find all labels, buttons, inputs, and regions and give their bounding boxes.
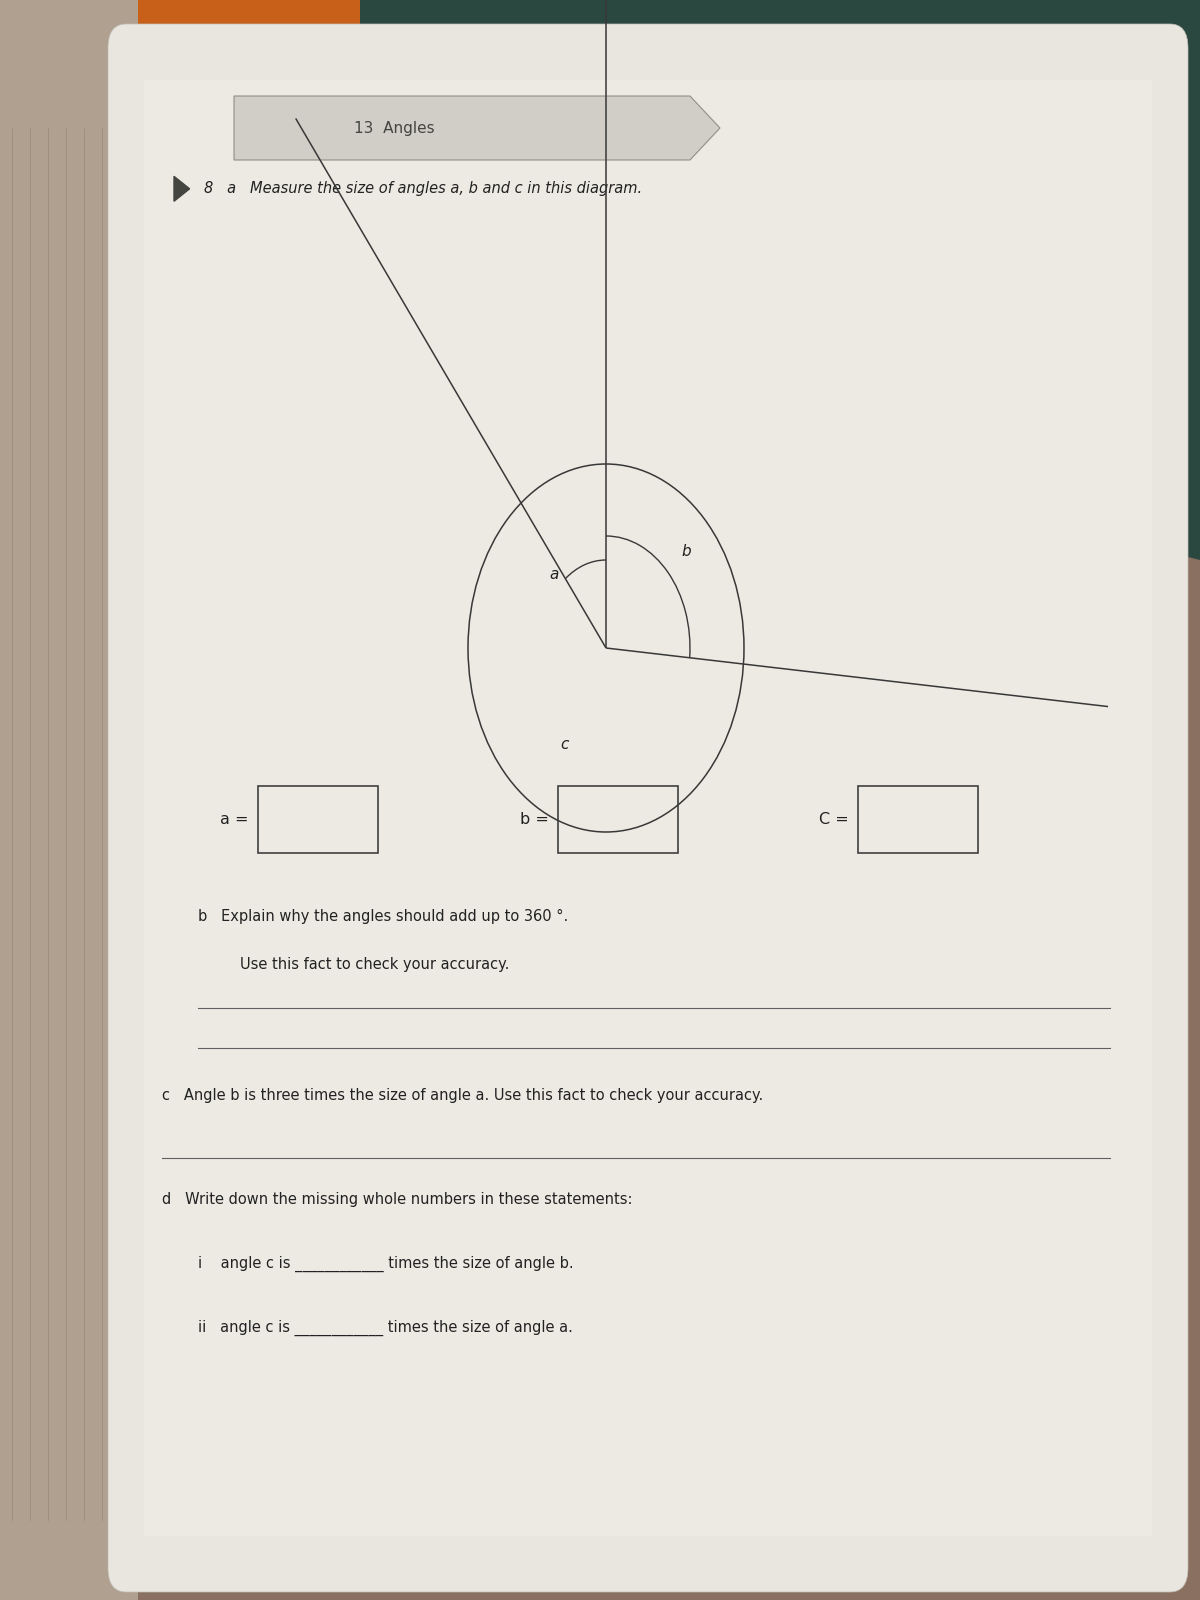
FancyBboxPatch shape bbox=[108, 24, 1188, 1592]
Text: Use this fact to check your accuracy.: Use this fact to check your accuracy. bbox=[240, 957, 509, 971]
Bar bbox=[558, 786, 678, 853]
Bar bbox=[258, 786, 378, 853]
Text: ii   angle c is ____________ times the size of angle a.: ii angle c is ____________ times the siz… bbox=[198, 1320, 572, 1336]
Bar bbox=[144, 80, 1152, 1536]
Text: b   Explain why the angles should add up to 360 °.: b Explain why the angles should add up t… bbox=[198, 909, 569, 923]
Text: d   Write down the missing whole numbers in these statements:: d Write down the missing whole numbers i… bbox=[162, 1192, 632, 1206]
Polygon shape bbox=[0, 0, 420, 448]
Polygon shape bbox=[234, 96, 720, 160]
Text: i    angle c is ____________ times the size of angle b.: i angle c is ____________ times the size… bbox=[198, 1256, 574, 1272]
Text: c   Angle b is three times the size of angle a. Use this fact to check your accu: c Angle b is three times the size of ang… bbox=[162, 1088, 763, 1102]
Text: b: b bbox=[682, 544, 691, 558]
Polygon shape bbox=[174, 176, 190, 202]
Bar bbox=[0, 0, 138, 1600]
Text: a =: a = bbox=[220, 811, 248, 827]
Polygon shape bbox=[360, 0, 1200, 560]
Text: a: a bbox=[550, 566, 559, 582]
Text: c: c bbox=[560, 738, 568, 752]
Text: 8   a   Measure the size of angles a, b and c in this diagram.: 8 a Measure the size of angles a, b and … bbox=[204, 181, 642, 197]
Text: 13  Angles: 13 Angles bbox=[354, 120, 434, 136]
Bar bbox=[858, 786, 978, 853]
Text: b =: b = bbox=[520, 811, 548, 827]
Text: C =: C = bbox=[818, 811, 848, 827]
